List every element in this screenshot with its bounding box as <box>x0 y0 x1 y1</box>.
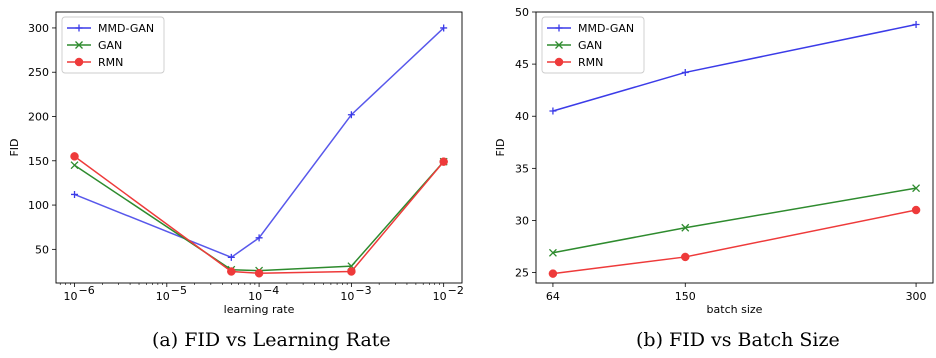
y-axis-label: FID <box>8 138 21 156</box>
x-tick-label: 10 <box>248 290 262 303</box>
x-axis-label: batch size <box>707 303 763 316</box>
legend-label: MMD-GAN <box>98 22 154 35</box>
x-tick-label-exponent: −3 <box>355 284 371 297</box>
data-point <box>549 107 557 115</box>
data-point <box>911 205 921 215</box>
data-point <box>254 269 264 278</box>
series-rmn <box>70 152 448 278</box>
caption-b: (b) FID vs Batch Size <box>636 329 840 351</box>
y-tick-label: 50 <box>35 243 49 256</box>
y-tick-label: 45 <box>515 58 529 71</box>
x-tick-label: 300 <box>906 290 927 303</box>
legend-marker <box>74 57 84 67</box>
x-tick-label-exponent: −4 <box>263 284 279 297</box>
x-tick-label: 10 <box>340 290 354 303</box>
y-tick-label: 100 <box>28 199 49 212</box>
data-point <box>681 223 690 232</box>
chart-b: 64 150 300 25 30 35 40 45 50 batch size FID MMD-GAN… <box>494 6 934 316</box>
legend-marker <box>554 57 564 67</box>
legend-label: GAN <box>98 39 122 52</box>
data-point <box>912 21 920 29</box>
y-axis-label: FID <box>494 138 507 156</box>
series-mmd-gan <box>71 24 448 261</box>
x-tick-label-exponent: −5 <box>171 284 187 297</box>
x-tick-label: 10 <box>156 290 170 303</box>
y-tick-label: 150 <box>28 155 49 168</box>
data-point <box>548 248 557 257</box>
legend-marker <box>75 24 83 32</box>
y-tick-label: 35 <box>515 162 529 175</box>
legend-marker <box>555 24 563 32</box>
legend: MMD-GAN GAN RMN <box>61 16 165 74</box>
y-tick-label: 200 <box>28 111 49 124</box>
data-point <box>681 252 690 262</box>
series-gan <box>548 184 921 257</box>
plot-frame <box>535 11 934 284</box>
data-point <box>255 234 263 242</box>
y-tick-label: 30 <box>515 214 529 227</box>
x-tick-label: 64 <box>546 290 560 303</box>
legend-label: MMD-GAN <box>578 22 634 35</box>
x-tick-label-exponent: −2 <box>448 284 464 297</box>
x-tick-label: 10 <box>64 290 78 303</box>
legend-label: RMN <box>98 56 123 69</box>
data-point <box>912 184 921 193</box>
y-tick-label: 250 <box>28 66 49 79</box>
series-mmd-gan <box>549 21 920 115</box>
data-point <box>227 253 235 261</box>
legend-marker <box>75 41 83 49</box>
y-tick-label: 300 <box>28 22 49 35</box>
data-point <box>439 157 448 166</box>
legend-label: GAN <box>578 39 602 52</box>
legend-label: RMN <box>578 56 603 69</box>
plot-frame <box>55 11 463 284</box>
series-rmn <box>548 205 921 278</box>
x-tick-label-exponent: −6 <box>79 284 95 297</box>
data-point <box>681 68 689 76</box>
data-point <box>548 269 558 278</box>
series-line <box>74 155 445 275</box>
x-tick-label: 150 <box>675 290 696 303</box>
y-tick-label: 25 <box>515 267 529 280</box>
data-point <box>347 111 355 119</box>
data-point <box>70 161 79 170</box>
legend-box <box>541 16 645 74</box>
caption-a: (a) FID vs Learning Rate <box>152 329 391 351</box>
figure-canvas: 10 −6 10 −5 10 −4 10 −3 10 −250100150200250300lea… <box>8 6 934 316</box>
data-point <box>347 267 356 276</box>
y-tick-label: 50 <box>515 6 529 19</box>
data-point <box>227 267 236 276</box>
x-axis-label: learning rate <box>224 303 295 316</box>
data-point <box>71 190 79 198</box>
chart-a: 10 −6 10 −5 10 −4 10 −3 10 −250100150200250300lea… <box>8 11 464 316</box>
data-point <box>440 24 448 32</box>
legend: MMD-GAN GAN RMN <box>541 16 645 74</box>
legend-marker <box>555 41 563 49</box>
data-point <box>70 152 79 161</box>
legend-box <box>61 16 165 74</box>
y-tick-label: 40 <box>515 110 529 123</box>
x-tick-label: 10 <box>433 290 447 303</box>
